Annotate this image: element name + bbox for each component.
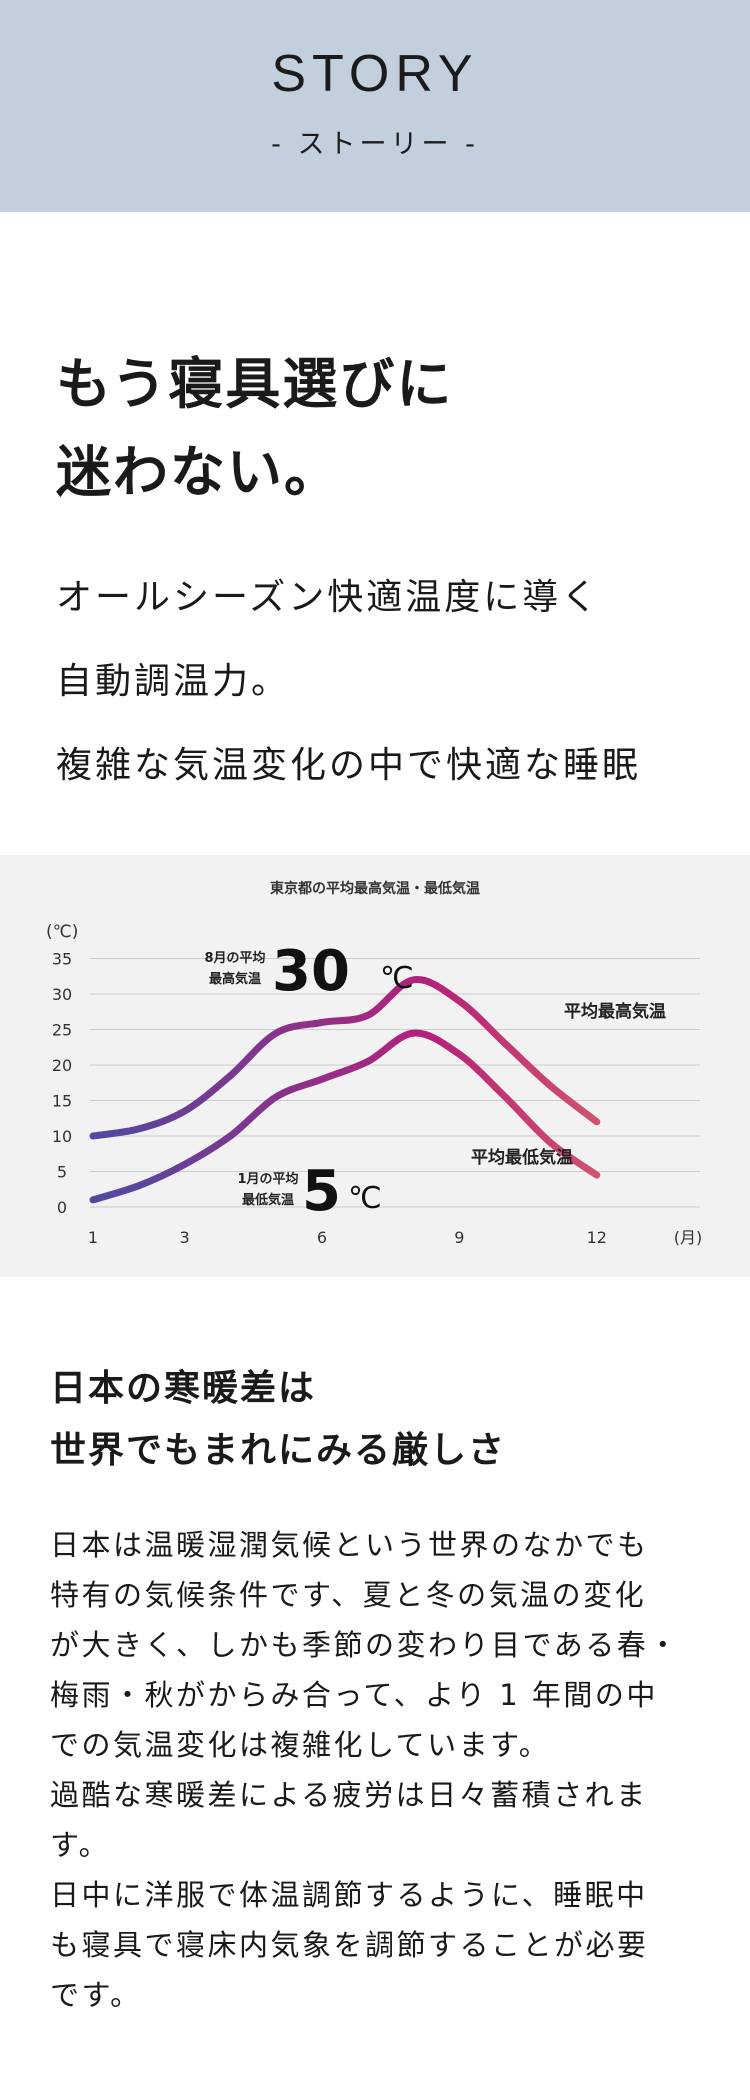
chart-title: 東京都の平均最高気温・最低気温 <box>270 880 480 897</box>
headline-line-1: もう寝具選びに <box>56 352 454 416</box>
lead-line-2: 自動調温力。 <box>56 661 291 702</box>
body-line: も寝具で寝床内気象を調節することが必要 <box>50 1928 649 1962</box>
x-tick-label: 9 <box>454 1228 464 1247</box>
section-body: 日本は温暖湿潤気候という世界のなかでも 特有の気候条件です、夏と冬の気温の変化 … <box>50 1520 720 2020</box>
y-tick-label: 15 <box>52 1092 72 1111</box>
section-heading-line-1: 日本の寒暖差は <box>50 1368 317 1409</box>
body-line: が大きく、しかも季節の変わり目である春・ <box>50 1628 680 1662</box>
y-tick-label: 10 <box>52 1127 72 1146</box>
series-label: 平均最低気温 <box>471 1147 573 1168</box>
lead-copy: オールシーズン快適温度に導く 自動調温力。 複雑な気温変化の中で快適な睡眠 <box>56 556 716 808</box>
annotation-unit: ℃ <box>348 1181 382 1216</box>
y-tick-label: 20 <box>52 1056 72 1075</box>
body-line: 日中に洋服で体温調節するように、睡眠中 <box>50 1878 648 1912</box>
body-line: での気温変化は複雑化しています。 <box>50 1728 551 1762</box>
x-tick-label: 12 <box>587 1228 607 1247</box>
story-header: STORY - ストーリー - <box>0 0 750 212</box>
y-axis-unit: (℃) <box>46 922 78 942</box>
temperature-chart: 東京都の平均最高気温・最低気温 (℃) 0 5 10 15 20 25 30 35 1 3 6 9 1… <box>46 880 703 1247</box>
body-line: 日本は温暖湿潤気候という世界のなかでも <box>50 1528 649 1562</box>
x-tick-label: 1 <box>88 1228 98 1247</box>
annotation-label: 8月の平均 <box>204 950 265 966</box>
annotation-label: 最高気温 <box>209 971 261 987</box>
annotation-unit: ℃ <box>380 961 414 996</box>
y-tick-label: 30 <box>52 985 72 1004</box>
section-heading: 日本の寒暖差は 世界でもまれにみる厳しさ <box>50 1358 710 1482</box>
header-subtitle: - ストーリー - <box>271 129 479 160</box>
annotation-value: 5 <box>302 1159 341 1224</box>
annotation-value: 30 <box>272 939 350 1004</box>
y-tick-label: 25 <box>52 1021 72 1040</box>
lead-line-1: オールシーズン快適温度に導く <box>56 577 601 618</box>
body-line: です。 <box>50 1978 142 2012</box>
body-line: す。 <box>50 1828 111 1862</box>
x-tick-label: 3 <box>180 1228 190 1247</box>
header-title: STORY <box>271 45 479 103</box>
annotation-label: 最低気温 <box>242 1192 294 1208</box>
body-line: 過酷な寒暖差による疲労は日々蓄積されま <box>50 1778 648 1812</box>
section-heading-line-2: 世界でもまれにみる厳しさ <box>50 1430 507 1471</box>
temperature-chart-panel: 東京都の平均最高気温・最低気温 (℃) 0 5 10 15 20 25 30 35 1 3 6 9 1… <box>0 855 750 1277</box>
y-tick-label: 5 <box>57 1163 67 1182</box>
x-tick-label: 6 <box>317 1228 327 1247</box>
annotation-label: 1月の平均 <box>237 1171 298 1187</box>
series-line-min <box>89 1029 601 1204</box>
x-axis-unit: (月) <box>674 1228 703 1247</box>
series-label: 平均最高気温 <box>564 1001 666 1022</box>
lead-line-3: 複雑な気温変化の中で快適な睡眠 <box>56 745 642 786</box>
series-line-max <box>89 976 601 1140</box>
y-tick-label: 35 <box>52 950 72 969</box>
y-tick-label: 0 <box>57 1198 67 1217</box>
body-line: 特有の気候条件です、夏と冬の気温の変化 <box>50 1578 647 1612</box>
headline: もう寝具選びに 迷わない。 <box>56 340 716 516</box>
headline-line-2: 迷わない。 <box>56 440 342 504</box>
body-line: 梅雨・秋がからみ合って、より 1 年間の中 <box>50 1678 658 1712</box>
